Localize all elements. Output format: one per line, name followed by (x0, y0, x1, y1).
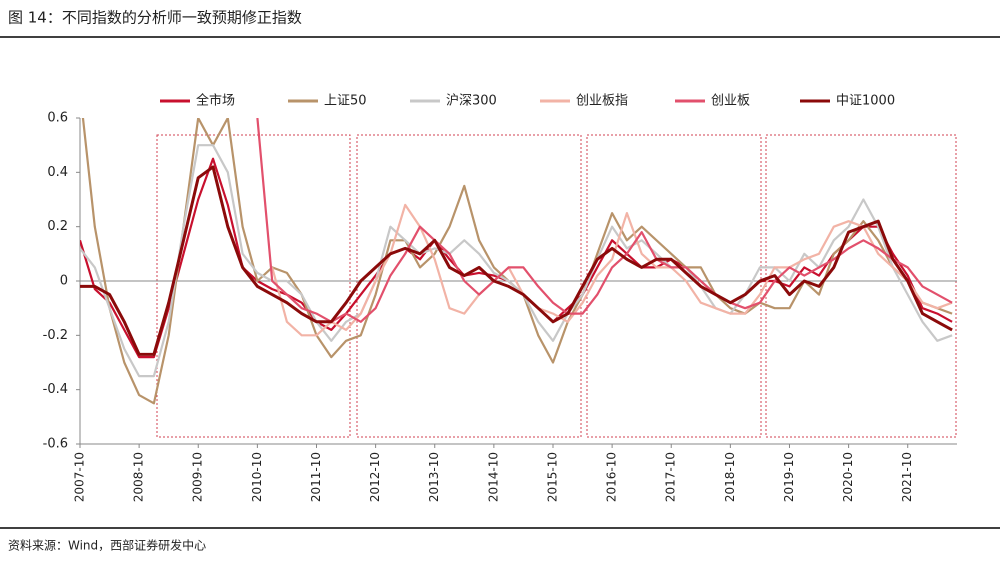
x-tick-label: 2015-10 (545, 452, 559, 502)
legend-label: 全市场 (196, 93, 235, 109)
series-line (256, 118, 953, 323)
y-tick-label: 0.4 (47, 165, 68, 180)
x-tick-label: 2010-10 (250, 452, 264, 502)
x-tick-label: 2019-10 (782, 452, 796, 502)
x-tick-label: 2011-10 (309, 452, 323, 502)
y-tick-label: -0.2 (43, 328, 68, 343)
legend-label: 中证1000 (836, 94, 895, 109)
source-note: 资料来源：Wind，西部证券研发中心 (8, 538, 206, 553)
x-tick-label: 2018-10 (723, 452, 737, 502)
x-tick-label: 2013-10 (427, 452, 441, 502)
y-tick-label: -0.6 (43, 437, 68, 452)
x-tick-label: 2020-10 (841, 452, 855, 502)
series-line (81, 118, 953, 405)
legend-label: 创业板指 (576, 94, 628, 109)
y-tick-label: 0.2 (47, 219, 68, 234)
x-tick-label: 2009-10 (191, 452, 205, 502)
x-tick-label: 2021-10 (900, 452, 914, 502)
series-line (80, 144, 953, 378)
highlight-box (765, 134, 957, 438)
y-tick-label: -0.4 (43, 382, 68, 397)
x-tick-label: 2012-10 (368, 452, 382, 502)
x-tick-label: 2014-10 (486, 452, 500, 502)
x-tick-label: 2017-10 (664, 452, 678, 502)
x-tick-label: 2016-10 (605, 452, 619, 502)
series-line (80, 165, 953, 356)
x-tick-label: 2007-10 (73, 452, 87, 502)
y-tick-label: 0.6 (47, 111, 68, 126)
x-tick-label: 2008-10 (132, 452, 146, 502)
highlight-box (586, 134, 762, 438)
series-line (80, 157, 953, 359)
legend-label: 创业板 (711, 94, 750, 109)
chart-title: 图 14：不同指数的分析师一致预期修正指数 (8, 9, 302, 27)
highlight-box (156, 134, 351, 438)
plot-area (80, 118, 953, 405)
y-tick-label: 0 (60, 274, 68, 289)
legend-label: 沪深300 (446, 93, 497, 109)
series-line (271, 203, 953, 337)
legend-label: 上证50 (324, 94, 367, 109)
